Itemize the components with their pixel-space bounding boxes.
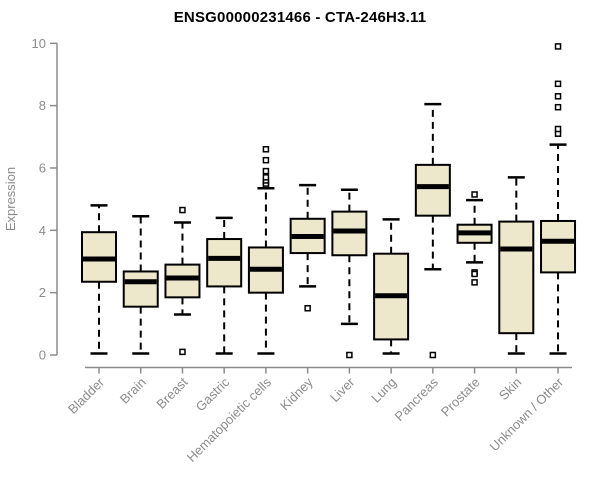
x-tick-label: Liver xyxy=(327,374,358,405)
iqr-box xyxy=(122,270,159,308)
outlier-point xyxy=(179,348,186,356)
x-tick-label: Gastric xyxy=(193,374,233,414)
iqr-box xyxy=(498,220,535,335)
iqr-box xyxy=(414,163,451,217)
outlier-point xyxy=(471,270,478,278)
iqr-box xyxy=(540,219,577,274)
y-tick-label: 8 xyxy=(39,98,46,113)
iqr-box xyxy=(206,238,243,288)
y-tick-label: 4 xyxy=(39,223,46,238)
outlier-point xyxy=(262,174,270,181)
x-tick-label: Skin xyxy=(496,375,524,403)
boxplot-skin xyxy=(498,176,535,355)
outlier-point xyxy=(262,146,270,153)
x-tick-label: Prostate xyxy=(438,375,483,420)
boxplot-prostate xyxy=(456,191,493,286)
outlier-point xyxy=(554,43,562,50)
iqr-box xyxy=(164,263,201,299)
outlier-point xyxy=(179,206,186,214)
boxplot-unknown-other xyxy=(540,43,577,355)
boxes-layer xyxy=(81,43,577,359)
chart-title: ENSG00000231466 - CTA-246H3.11 xyxy=(174,9,427,26)
x-tick-label: Pancreas xyxy=(392,374,442,424)
outlier-point xyxy=(304,304,311,312)
boxplot-lung xyxy=(373,218,410,355)
boxplot-brain xyxy=(122,215,159,355)
outlier-point xyxy=(554,80,562,88)
y-axis-label: Expression xyxy=(3,167,18,231)
outlier-point xyxy=(262,167,270,175)
outlier-point xyxy=(429,351,437,359)
boxplot-gastric xyxy=(206,216,243,355)
outlier-point xyxy=(346,351,353,359)
x-tick-label: Kidney xyxy=(277,374,316,413)
boxplot-pancreas xyxy=(414,102,451,359)
outlier-point xyxy=(471,191,478,198)
outlier-point xyxy=(262,156,270,164)
outlier-point xyxy=(471,279,478,286)
x-tick-label: Unknown / Other xyxy=(487,374,567,454)
y-tick-label: 6 xyxy=(39,160,46,175)
outlier-point xyxy=(554,93,562,100)
outlier-point xyxy=(554,103,562,111)
boxplot-breast xyxy=(164,206,201,356)
y-tick-label: 10 xyxy=(32,36,46,51)
boxplot-hematopoietic-cells xyxy=(247,146,284,355)
boxplot-bladder xyxy=(81,204,117,355)
x-tick-label: Lung xyxy=(368,375,399,406)
outlier-point xyxy=(554,125,562,133)
boxplot-liver xyxy=(331,188,368,359)
x-tick-label: Brain xyxy=(117,375,149,407)
y-tick-label: 0 xyxy=(39,348,46,363)
x-tick-label: Breast xyxy=(153,374,190,411)
x-tick-label: Bladder xyxy=(65,374,108,417)
boxplot-kidney xyxy=(289,183,326,312)
y-tick-label: 2 xyxy=(39,285,46,300)
